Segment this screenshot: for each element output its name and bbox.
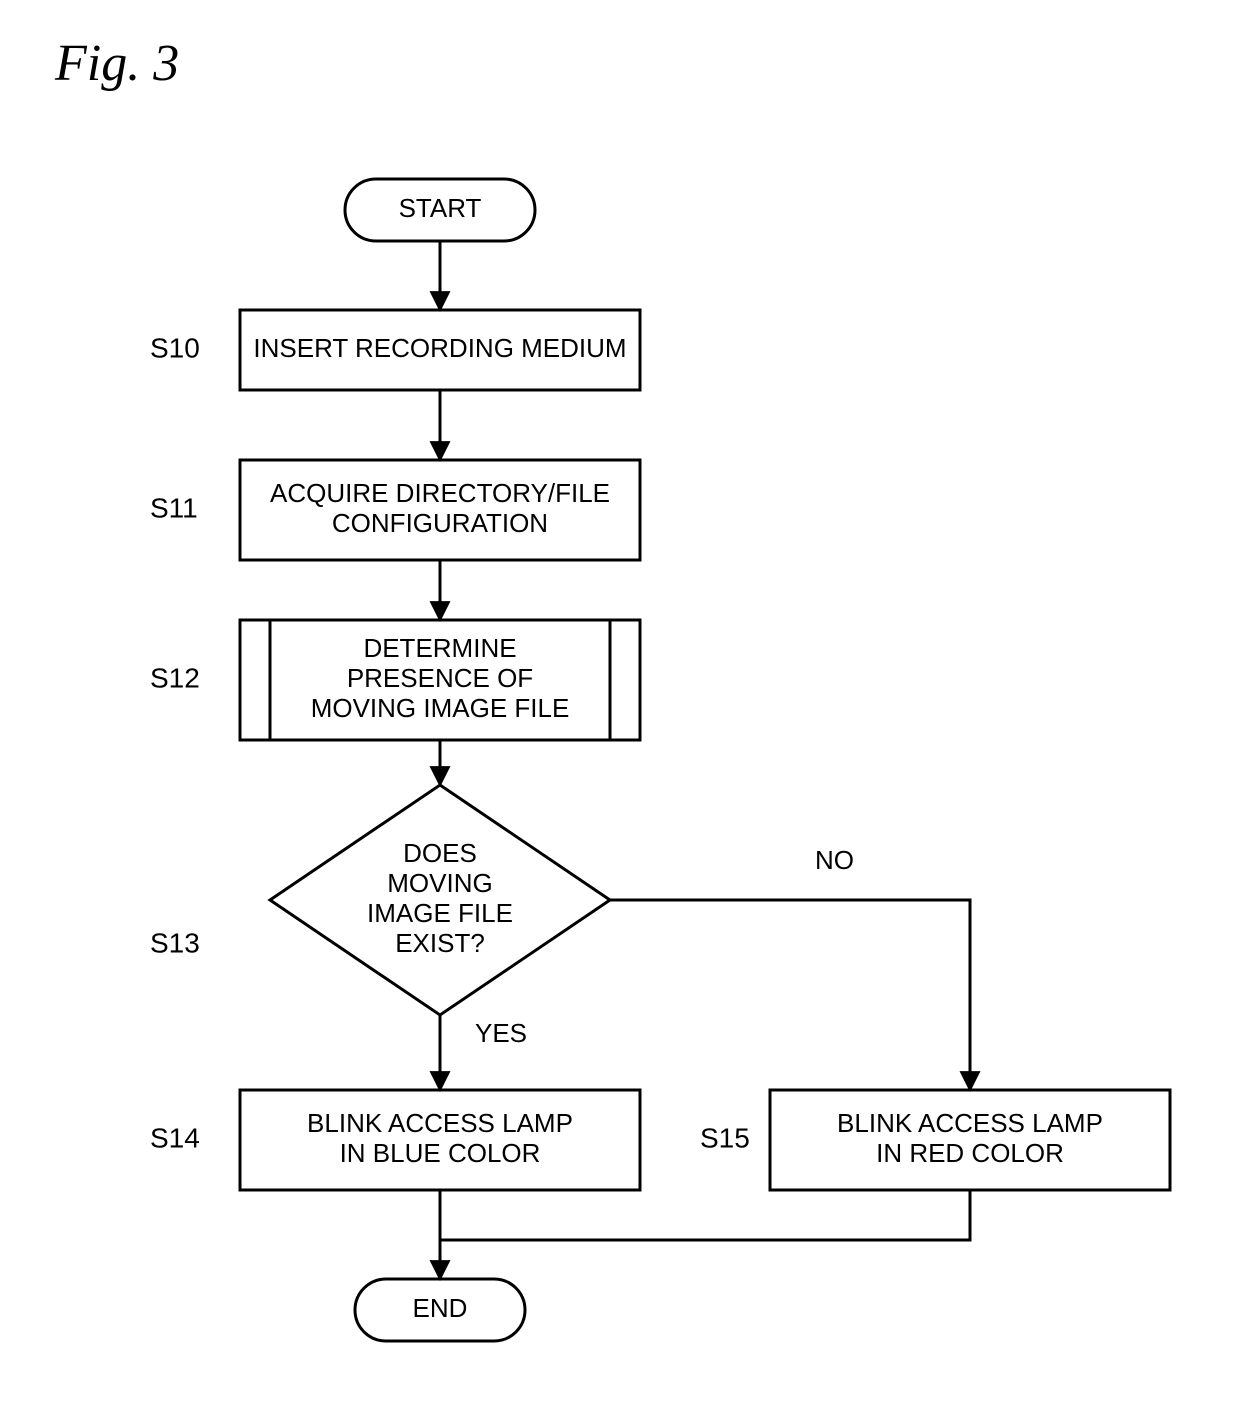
- node-s14: BLINK ACCESS LAMPIN BLUE COLOR: [240, 1090, 640, 1190]
- node-text-s14: BLINK ACCESS LAMPIN BLUE COLOR: [307, 1108, 573, 1168]
- node-text-start: START: [399, 193, 482, 223]
- figure-title: Fig. 3: [54, 35, 179, 92]
- step-label-s14: S14: [150, 1122, 200, 1153]
- edge-7: [440, 1190, 970, 1240]
- node-text-s13: DOESMOVINGIMAGE FILEEXIST?: [367, 838, 513, 958]
- step-label-s12: S12: [150, 662, 200, 693]
- step-label-s11: S11: [150, 492, 198, 523]
- edge-5: [610, 900, 970, 1090]
- node-s13: DOESMOVINGIMAGE FILEEXIST?: [270, 785, 610, 1015]
- step-label-s13: S13: [150, 927, 200, 958]
- branch-label-no: NO: [815, 845, 854, 875]
- node-text-s15: BLINK ACCESS LAMPIN RED COLOR: [837, 1108, 1103, 1168]
- flowchart: Fig. 3 START INSERT RECORDING MEDIUM ACQUIR…: [0, 0, 1240, 1414]
- node-s15: BLINK ACCESS LAMPIN RED COLOR: [770, 1090, 1170, 1190]
- step-label-s10: S10: [150, 332, 200, 363]
- node-start: START: [345, 179, 535, 241]
- node-s10: INSERT RECORDING MEDIUM: [240, 310, 640, 390]
- node-text-end: END: [413, 1293, 468, 1323]
- node-text-s11: ACQUIRE DIRECTORY/FILECONFIGURATION: [270, 478, 610, 538]
- node-s12: DETERMINEPRESENCE OFMOVING IMAGE FILE: [240, 620, 640, 740]
- node-text-s12: DETERMINEPRESENCE OFMOVING IMAGE FILE: [311, 633, 570, 723]
- branch-label-yes: YES: [475, 1018, 527, 1048]
- node-end: END: [355, 1279, 525, 1341]
- node-text-s10: INSERT RECORDING MEDIUM: [253, 333, 626, 363]
- step-label-s15: S15: [700, 1122, 750, 1153]
- node-s11: ACQUIRE DIRECTORY/FILECONFIGURATION: [240, 460, 640, 560]
